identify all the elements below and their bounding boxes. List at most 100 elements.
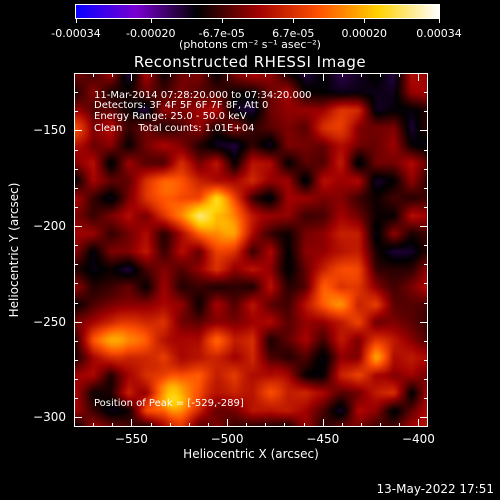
y-minor-tick (424, 168, 428, 170)
x-minor-tick (265, 423, 267, 427)
y-minor-tick (424, 226, 428, 228)
x-minor-tick (399, 73, 401, 77)
y-tick (74, 321, 82, 323)
colorbar-tick (293, 19, 295, 23)
x-minor-tick (284, 73, 286, 77)
x-minor-tick (150, 423, 152, 427)
y-minor-tick (424, 130, 428, 132)
colorbar-tick (76, 19, 77, 23)
y-axis-label: Heliocentric Y (arcsec) (7, 182, 21, 318)
y-minor-tick (74, 187, 78, 189)
colorbar-tick (364, 19, 366, 23)
x-minor-tick (188, 73, 190, 77)
info-time-range: 11-Mar-2014 07:28:20.000 to 07:34:20.000 (94, 90, 312, 101)
info-method-counts: Clean Total counts: 1.01E+04 (94, 123, 255, 134)
y-minor-tick (74, 283, 78, 285)
y-minor-tick (74, 168, 78, 170)
y-minor-tick (74, 302, 78, 304)
x-tick-label: −400 (401, 432, 435, 446)
y-minor-tick (424, 245, 428, 247)
colorbar-unit-label: (photons cm⁻² s⁻¹ asec⁻²) (179, 38, 321, 51)
x-minor-tick (322, 73, 324, 77)
chart-title: Reconstructed RHESSI Image (133, 53, 367, 71)
y-minor-tick (424, 360, 428, 362)
y-minor-tick (74, 92, 78, 94)
timestamp: 13-May-2022 17:51 (376, 482, 494, 496)
x-minor-tick (380, 73, 382, 77)
info-peak-position: Position of Peak = [-529,-289] (94, 398, 244, 409)
y-minor-tick (424, 111, 428, 113)
y-minor-tick (424, 283, 428, 285)
x-minor-tick (188, 423, 190, 427)
colorbar-tick (439, 19, 440, 23)
x-minor-tick (169, 423, 171, 427)
y-minor-tick (74, 245, 78, 247)
y-minor-tick (424, 398, 428, 400)
y-minor-tick (74, 206, 78, 208)
y-minor-tick (424, 417, 428, 419)
y-minor-tick (424, 92, 428, 94)
y-minor-tick (74, 417, 78, 419)
heatmap-image (74, 73, 428, 427)
x-minor-tick (207, 423, 209, 427)
x-minor-tick (303, 423, 305, 427)
colorbar-tick-label: 0.00034 (416, 27, 462, 40)
y-tick-label: −150 (33, 123, 66, 138)
colorbar-tick-label: 6.7e-05 (272, 27, 315, 40)
colorbar-tick (221, 19, 223, 23)
y-minor-tick (424, 379, 428, 381)
x-tick-label: −450 (306, 432, 340, 446)
y-minor-tick (74, 130, 78, 132)
colorbar-tick-label: -0.00034 (51, 27, 101, 40)
x-minor-tick (418, 423, 420, 427)
y-minor-tick (424, 149, 428, 151)
y-minor-tick (74, 111, 78, 113)
info-energy-range: Energy Range: 25.0 - 50.0 keV (94, 111, 247, 122)
x-tick-label: −550 (114, 432, 148, 446)
x-minor-tick (322, 423, 324, 427)
x-tick (131, 73, 133, 81)
y-minor-tick (74, 226, 78, 228)
x-minor-tick (227, 73, 229, 77)
y-minor-tick (74, 321, 78, 323)
x-minor-tick (246, 423, 248, 427)
x-minor-tick (380, 423, 382, 427)
y-tick (74, 226, 82, 228)
x-minor-tick (418, 73, 420, 77)
y-minor-tick (74, 360, 78, 362)
y-minor-tick (424, 302, 428, 304)
y-minor-tick (424, 187, 428, 189)
x-minor-tick (265, 73, 267, 77)
x-minor-tick (361, 73, 363, 77)
x-minor-tick (112, 423, 114, 427)
x-minor-tick (246, 73, 248, 77)
y-tick-label: −300 (33, 410, 66, 425)
x-minor-tick (399, 423, 401, 427)
y-tick (74, 417, 82, 419)
colorbar-tick (150, 19, 152, 23)
colorbar-tick-label: 0.00020 (341, 27, 388, 40)
y-minor-tick (424, 264, 428, 266)
y-minor-tick (424, 321, 428, 323)
x-minor-tick (361, 423, 363, 427)
y-minor-tick (74, 379, 78, 381)
y-tick-label: −250 (33, 314, 66, 329)
x-minor-tick (93, 73, 95, 77)
y-minor-tick (74, 264, 78, 266)
x-minor-tick (150, 73, 152, 77)
info-detectors: Detectors: 3F 4F 5F 6F 7F 8F, Att 0 (94, 100, 269, 111)
x-tick-label: −500 (210, 432, 244, 446)
x-minor-tick (341, 73, 343, 77)
x-tick (227, 73, 229, 81)
colorbar (75, 4, 440, 19)
y-minor-tick (424, 206, 428, 208)
x-minor-tick (303, 73, 305, 77)
y-minor-tick (74, 398, 78, 400)
x-tick (322, 73, 324, 81)
x-minor-tick (284, 423, 286, 427)
x-minor-tick (112, 73, 114, 77)
x-minor-tick (131, 73, 133, 77)
x-minor-tick (227, 423, 229, 427)
y-tick-label: −200 (33, 219, 66, 234)
y-minor-tick (74, 149, 78, 151)
